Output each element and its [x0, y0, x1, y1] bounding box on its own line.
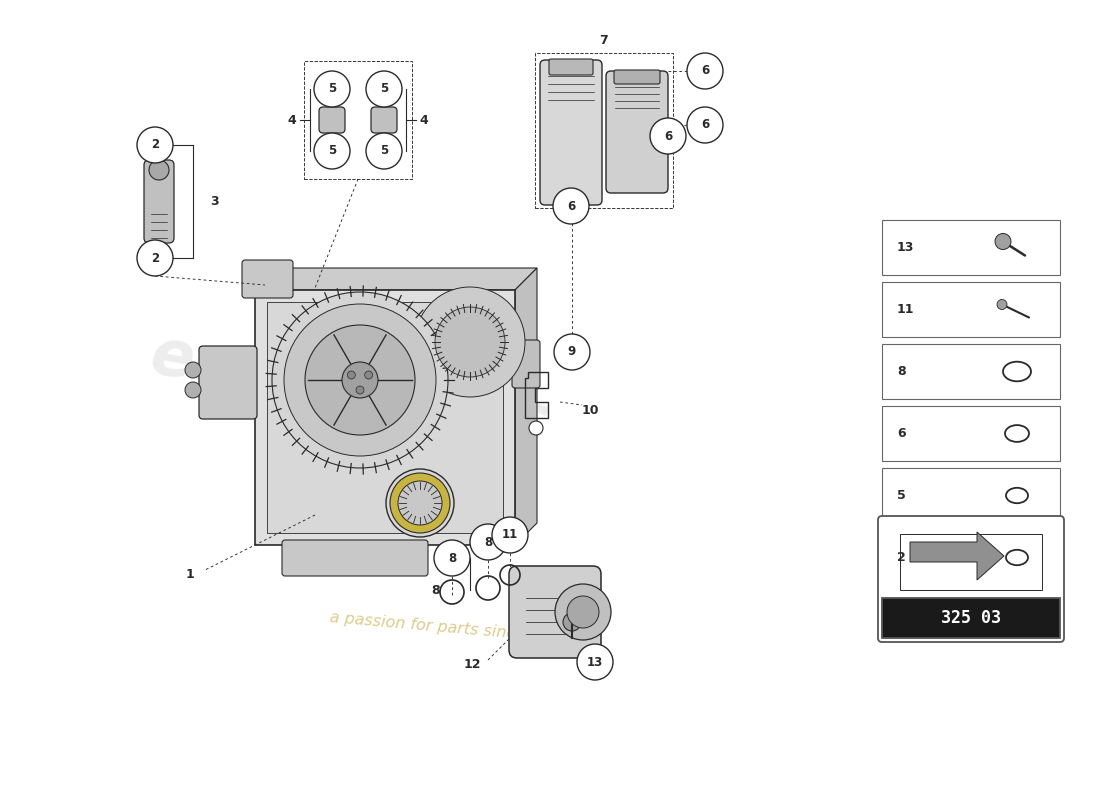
Polygon shape — [515, 268, 537, 545]
Text: 6: 6 — [701, 65, 710, 78]
FancyBboxPatch shape — [614, 70, 660, 84]
Circle shape — [342, 362, 378, 398]
Bar — [304, 61, 412, 179]
Circle shape — [578, 644, 613, 680]
FancyBboxPatch shape — [606, 71, 668, 193]
Circle shape — [566, 596, 600, 628]
Bar — [882, 530, 1060, 585]
Circle shape — [314, 133, 350, 169]
Text: 12: 12 — [463, 658, 481, 671]
Text: 5: 5 — [379, 145, 388, 158]
FancyBboxPatch shape — [199, 346, 257, 419]
Polygon shape — [255, 268, 537, 290]
Circle shape — [434, 540, 470, 576]
Circle shape — [650, 118, 686, 154]
Circle shape — [997, 299, 1006, 310]
Circle shape — [314, 71, 350, 107]
Circle shape — [554, 334, 590, 370]
Text: 8: 8 — [431, 583, 440, 597]
FancyBboxPatch shape — [900, 534, 1042, 590]
Text: 13: 13 — [587, 655, 603, 669]
Circle shape — [366, 71, 402, 107]
Text: eurospares: eurospares — [145, 324, 554, 456]
Text: 8: 8 — [448, 551, 456, 565]
Circle shape — [185, 362, 201, 378]
Circle shape — [398, 481, 442, 525]
Circle shape — [563, 613, 581, 631]
Circle shape — [688, 53, 723, 89]
FancyBboxPatch shape — [371, 107, 397, 133]
FancyBboxPatch shape — [540, 60, 602, 205]
Text: 11: 11 — [896, 303, 914, 316]
Circle shape — [492, 517, 528, 553]
FancyBboxPatch shape — [878, 516, 1064, 642]
Text: 6: 6 — [701, 118, 710, 131]
Text: 5: 5 — [328, 145, 337, 158]
Text: 5: 5 — [328, 82, 337, 95]
Circle shape — [386, 469, 454, 537]
Circle shape — [356, 386, 364, 394]
Text: 10: 10 — [582, 403, 600, 417]
Text: a passion for parts since 1985: a passion for parts since 1985 — [329, 610, 571, 646]
FancyBboxPatch shape — [512, 340, 540, 388]
Text: 5: 5 — [379, 82, 388, 95]
Circle shape — [366, 133, 402, 169]
FancyBboxPatch shape — [242, 260, 293, 298]
Text: 6: 6 — [896, 427, 905, 440]
Circle shape — [470, 524, 506, 560]
Circle shape — [553, 188, 588, 224]
Text: 2: 2 — [151, 251, 160, 265]
Circle shape — [688, 107, 723, 143]
FancyBboxPatch shape — [255, 290, 515, 545]
Circle shape — [529, 421, 543, 435]
Bar — [882, 406, 1060, 461]
Circle shape — [415, 287, 525, 397]
Text: 2: 2 — [896, 551, 905, 564]
Text: 1: 1 — [186, 569, 195, 582]
Bar — [882, 282, 1060, 337]
FancyBboxPatch shape — [282, 540, 428, 576]
FancyBboxPatch shape — [144, 160, 174, 243]
Text: 9: 9 — [568, 346, 576, 358]
Bar — [882, 344, 1060, 399]
Bar — [882, 468, 1060, 523]
FancyBboxPatch shape — [267, 302, 503, 533]
Circle shape — [272, 292, 448, 468]
Text: 4: 4 — [419, 114, 428, 126]
Circle shape — [185, 382, 201, 398]
Text: 3: 3 — [210, 195, 219, 208]
FancyBboxPatch shape — [319, 107, 345, 133]
Circle shape — [148, 160, 169, 180]
Circle shape — [556, 584, 610, 640]
Bar — [882, 220, 1060, 275]
Text: 5: 5 — [896, 489, 905, 502]
Circle shape — [138, 127, 173, 163]
Circle shape — [434, 307, 505, 377]
Circle shape — [996, 234, 1011, 250]
Text: 11: 11 — [502, 529, 518, 542]
Bar — [882, 598, 1060, 638]
Circle shape — [348, 371, 355, 379]
Circle shape — [390, 473, 450, 533]
Text: 6: 6 — [664, 130, 672, 142]
Circle shape — [305, 325, 415, 435]
Bar — [535, 53, 673, 208]
Text: 8: 8 — [896, 365, 905, 378]
Circle shape — [365, 371, 373, 379]
Polygon shape — [910, 532, 1004, 580]
Text: 7: 7 — [600, 34, 608, 47]
Text: 13: 13 — [896, 241, 914, 254]
Text: 8: 8 — [484, 535, 492, 549]
Text: 6: 6 — [566, 199, 575, 213]
FancyBboxPatch shape — [549, 59, 593, 75]
Text: 2: 2 — [151, 138, 160, 151]
FancyBboxPatch shape — [509, 566, 601, 658]
Circle shape — [284, 304, 436, 456]
Text: 325 03: 325 03 — [940, 609, 1001, 627]
Text: 4: 4 — [287, 114, 296, 126]
Circle shape — [138, 240, 173, 276]
